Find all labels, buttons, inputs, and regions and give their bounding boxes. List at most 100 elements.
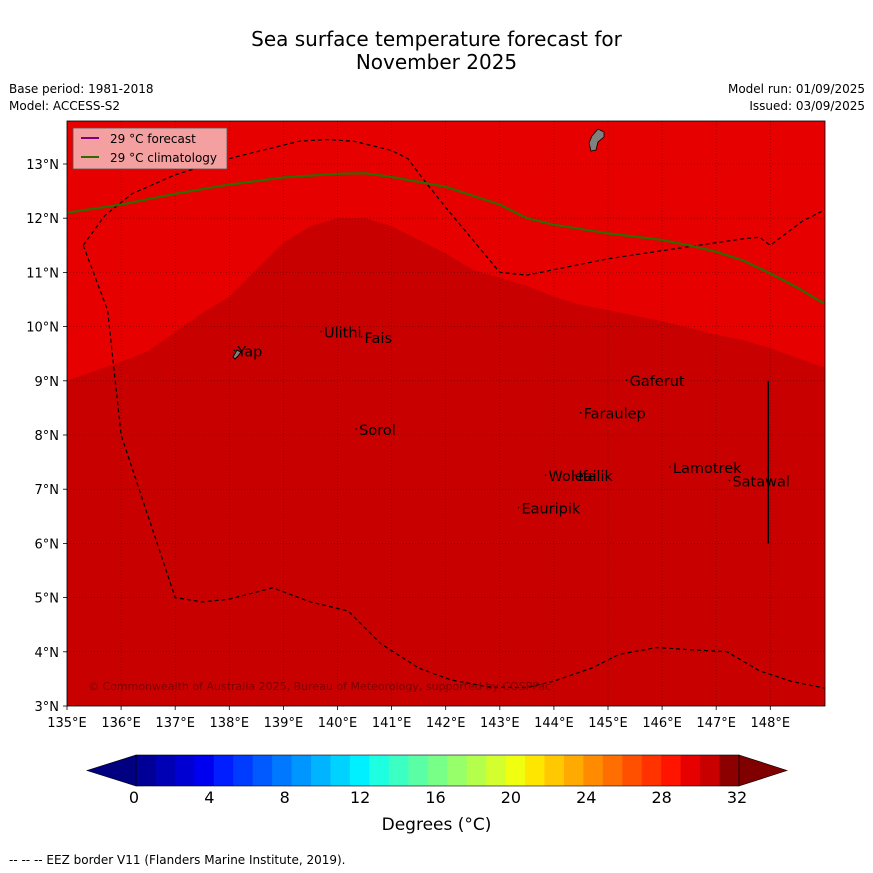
place-label-yap: Yap bbox=[236, 344, 262, 360]
title-line-1: Sea surface temperature forecast for bbox=[251, 27, 622, 51]
colorbar-segment bbox=[252, 755, 273, 786]
colorbar-segment bbox=[525, 755, 545, 786]
colorbar-segment bbox=[563, 755, 584, 786]
colorbar-segment bbox=[719, 755, 740, 786]
model-name: Model: ACCESS-S2 bbox=[9, 99, 121, 113]
island-dot bbox=[669, 466, 671, 468]
place-label-satawal: Satawal bbox=[732, 474, 789, 490]
lat-tick-label: 5°N bbox=[35, 592, 60, 607]
colorbar-segment bbox=[388, 755, 409, 786]
colorbar-segment bbox=[602, 755, 623, 786]
base-period: Base period: 1981-2018 bbox=[9, 82, 154, 96]
lat-tick-label: 3°N bbox=[35, 700, 60, 715]
island-dot bbox=[517, 506, 520, 509]
legend-box bbox=[72, 127, 228, 170]
issued-date: Issued: 03/09/2025 bbox=[749, 99, 865, 113]
legend-forecast-label: 29 °C forecast bbox=[110, 132, 196, 146]
lon-tick-label: 140°E bbox=[318, 716, 358, 731]
lon-tick-label: 137°E bbox=[155, 716, 195, 731]
colorbar-over-arrow bbox=[738, 754, 788, 787]
eez-border-south bbox=[82, 245, 825, 689]
lat-tick-label: 13°N bbox=[26, 158, 59, 173]
yap-land bbox=[232, 349, 242, 360]
sst-band-warmer bbox=[67, 218, 825, 706]
island-dot bbox=[360, 336, 363, 338]
colorbar-segment bbox=[505, 755, 526, 786]
colorbar-tick-label: 8 bbox=[280, 788, 290, 807]
colorbar-segment bbox=[349, 755, 370, 786]
lat-tick-label: 9°N bbox=[35, 375, 60, 390]
colorbar-under-arrow bbox=[86, 754, 137, 787]
colorbar-segment bbox=[233, 755, 254, 786]
colorbar-tick-label: 32 bbox=[727, 788, 747, 807]
island-dot bbox=[579, 411, 582, 414]
colorbar-tick-label: 16 bbox=[425, 788, 445, 807]
colorbar-segment bbox=[427, 755, 448, 786]
island-dot bbox=[574, 474, 577, 476]
lat-tick-label: 7°N bbox=[35, 483, 60, 498]
colorbar-segment bbox=[213, 755, 234, 786]
lon-tick-label: 146°E bbox=[642, 716, 682, 731]
lat-tick-label: 11°N bbox=[26, 266, 59, 281]
lon-tick-label: 144°E bbox=[534, 716, 574, 731]
place-label-ulithi: Ulithi bbox=[324, 325, 362, 341]
map-title: Sea surface temperature forecast for Nov… bbox=[0, 28, 873, 74]
colorbar-segment bbox=[155, 755, 176, 786]
colorbar-segment bbox=[641, 755, 662, 786]
colorbar-segment bbox=[700, 755, 720, 786]
colorbar-frame bbox=[135, 754, 740, 787]
place-label-gaferut: Gaferut bbox=[630, 374, 685, 390]
colorbar-segment bbox=[136, 755, 156, 786]
colorbar-segment bbox=[622, 755, 643, 786]
place-label-fais: Fais bbox=[365, 331, 392, 347]
lon-tick-label: 138°E bbox=[210, 716, 250, 731]
colorbar-segment bbox=[486, 755, 506, 786]
colorbar-segment bbox=[174, 755, 195, 786]
lon-tick-label: 145°E bbox=[588, 716, 628, 731]
model-run: Model run: 01/09/2025 bbox=[727, 82, 865, 96]
climatology-29c-contour bbox=[67, 172, 825, 305]
island-dot bbox=[625, 379, 628, 382]
lon-tick-label: 135°E bbox=[47, 716, 87, 731]
colorbar-tick-label: 12 bbox=[350, 788, 370, 807]
island-dot bbox=[544, 474, 547, 476]
legend-climatology-label: 29 °C climatology bbox=[110, 151, 217, 165]
colorbar-segment bbox=[194, 755, 215, 786]
colorbar-tick-label: 4 bbox=[204, 788, 214, 807]
place-label-woleai: Woleai bbox=[548, 469, 596, 485]
island-dot bbox=[728, 479, 731, 482]
place-label-lamotrek: Lamotrek bbox=[673, 461, 742, 477]
lat-tick-label: 4°N bbox=[35, 646, 60, 661]
colorbar-segment bbox=[311, 755, 331, 786]
colorbar-segment bbox=[680, 755, 701, 786]
lon-tick-label: 141°E bbox=[372, 716, 412, 731]
place-label-eauripik: Eauripik bbox=[521, 502, 580, 518]
colorbar-segment bbox=[544, 755, 565, 786]
place-label-sorol: Sorol bbox=[359, 423, 396, 439]
lon-tick-label: 147°E bbox=[696, 716, 736, 731]
lon-tick-label: 148°E bbox=[751, 716, 791, 731]
meta-right: Model run: 01/09/2025 Issued: 03/09/2025 bbox=[728, 81, 865, 115]
colorbar-tick-label: 28 bbox=[651, 788, 671, 807]
colorbar-segment bbox=[661, 755, 682, 786]
lat-tick-label: 10°N bbox=[26, 321, 59, 336]
place-label-faraulep: Faraulep bbox=[584, 407, 646, 423]
colorbar-tick-label: 20 bbox=[501, 788, 521, 807]
colorbar-segment bbox=[447, 755, 468, 786]
colorbar-segment bbox=[272, 755, 293, 786]
colorbar-segment bbox=[466, 755, 487, 786]
place-label-ifalik: Ifalik bbox=[578, 469, 613, 485]
colorbar-tick-label: 24 bbox=[576, 788, 596, 807]
lat-tick-label: 8°N bbox=[35, 429, 60, 444]
meta-left: Base period: 1981-2018 Model: ACCESS-S2 bbox=[9, 81, 154, 115]
copyright-text: © Commonwealth of Australia 2025, Bureau… bbox=[88, 680, 551, 693]
island-dot bbox=[320, 330, 322, 333]
island-dot bbox=[233, 349, 236, 352]
eez-footnote: -- -- -- EEZ border V11 (Flanders Marine… bbox=[9, 853, 346, 867]
lon-tick-label: 139°E bbox=[264, 716, 304, 731]
colorbar-segment bbox=[369, 755, 390, 786]
colorbar-tick-label: 0 bbox=[129, 788, 139, 807]
lat-tick-label: 12°N bbox=[26, 212, 59, 227]
colorbar-segment bbox=[583, 755, 604, 786]
